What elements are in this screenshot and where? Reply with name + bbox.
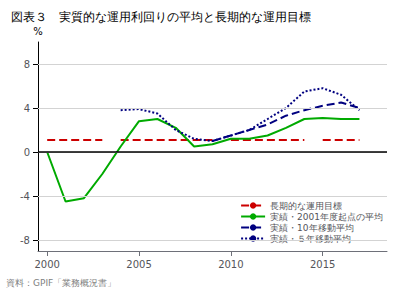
svg-text:図表３ 実質的な運用利回りの平均と長期的な運用目標: 図表３ 実質的な運用利回りの平均と長期的な運用目標: [11, 10, 311, 24]
svg-text:2000: 2000: [34, 259, 59, 270]
svg-text:0: 0: [24, 147, 30, 158]
svg-text:資料：GPIF「業務概況書」: 資料：GPIF「業務概況書」: [6, 278, 116, 288]
svg-text:-4: -4: [20, 191, 30, 202]
svg-text:実績・2001年度起点の平均: 実績・2001年度起点の平均: [270, 212, 383, 222]
svg-text:実績・10年移動平均: 実績・10年移動平均: [270, 223, 353, 233]
svg-text:4: 4: [24, 103, 30, 114]
svg-text:2005: 2005: [126, 259, 151, 270]
svg-text:-8: -8: [20, 235, 30, 246]
svg-text:実績・５年移動平均: 実績・５年移動平均: [270, 234, 351, 244]
svg-text:2010: 2010: [218, 259, 243, 270]
svg-text:%: %: [33, 26, 43, 37]
svg-text:2015: 2015: [310, 259, 335, 270]
svg-text:長期的な運用目標: 長期的な運用目標: [270, 201, 342, 211]
svg-text:8: 8: [24, 59, 30, 70]
